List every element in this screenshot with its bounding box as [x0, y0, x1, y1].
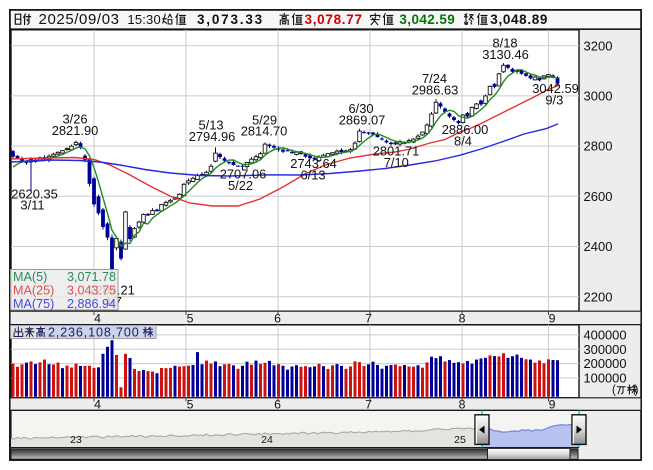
svg-text:2814.70: 2814.70 — [241, 124, 288, 139]
svg-text:23: 23 — [70, 434, 82, 446]
svg-text:3,078.77: 3,078.77 — [305, 12, 363, 27]
svg-text:MA(25): MA(25) — [13, 284, 54, 298]
svg-text:3200: 3200 — [584, 38, 613, 53]
svg-text:2707.06: 2707.06 — [220, 166, 267, 181]
svg-text:2794.96: 2794.96 — [189, 129, 236, 144]
svg-text:6: 6 — [274, 311, 281, 325]
svg-text:24: 24 — [261, 434, 273, 446]
svg-text:5: 5 — [187, 398, 194, 412]
svg-text:3130.46: 3130.46 — [482, 47, 529, 62]
svg-text:4: 4 — [94, 398, 101, 412]
svg-text:300000: 300000 — [584, 342, 627, 357]
svg-text:6/30: 6/30 — [348, 101, 373, 116]
svg-text:3042.59: 3042.59 — [532, 81, 579, 96]
svg-text:4: 4 — [94, 311, 101, 325]
svg-text:2801.71: 2801.71 — [373, 144, 420, 159]
svg-text:7: 7 — [365, 311, 372, 325]
svg-text:3,048.89: 3,048.89 — [490, 12, 548, 27]
svg-text:9: 9 — [549, 311, 556, 325]
svg-text:3,071.78: 3,071.78 — [67, 270, 116, 284]
svg-text:2600: 2600 — [584, 189, 613, 204]
svg-text:3,073.33: 3,073.33 — [197, 12, 264, 27]
svg-text:3000: 3000 — [584, 89, 613, 104]
svg-text:2986.63: 2986.63 — [412, 83, 459, 98]
svg-text:7/10: 7/10 — [384, 155, 409, 170]
svg-text:3,043.75: 3,043.75 — [67, 284, 116, 298]
svg-text:200000: 200000 — [584, 356, 627, 371]
svg-text:2025/09/03: 2025/09/03 — [39, 11, 120, 28]
svg-text:3/26: 3/26 — [62, 112, 87, 127]
svg-text:3,042.59: 3,042.59 — [399, 12, 455, 27]
svg-text:MA(5): MA(5) — [13, 270, 47, 284]
svg-text:2886.00: 2886.00 — [442, 122, 489, 137]
svg-text:6: 6 — [274, 398, 281, 412]
svg-text:2800: 2800 — [584, 139, 613, 154]
svg-text:9: 9 — [549, 398, 556, 412]
svg-text:2821.90: 2821.90 — [52, 123, 99, 138]
svg-text:8/18: 8/18 — [492, 36, 517, 51]
svg-text:100000: 100000 — [584, 371, 627, 386]
svg-text:5/13: 5/13 — [198, 118, 223, 133]
svg-text:7/24: 7/24 — [422, 71, 447, 86]
svg-text:2400: 2400 — [584, 239, 613, 254]
svg-text:(: ( — [612, 385, 616, 397]
svg-text:8: 8 — [459, 311, 466, 325]
svg-text:15:30: 15:30 — [127, 12, 161, 27]
svg-text:3/11: 3/11 — [20, 197, 44, 212]
svg-text:2,886.94: 2,886.94 — [67, 297, 116, 311]
svg-text:2869.07: 2869.07 — [339, 112, 386, 127]
svg-text:2620.35: 2620.35 — [11, 187, 58, 202]
svg-text:5: 5 — [187, 311, 194, 325]
svg-text:2,236,108,700: 2,236,108,700 — [48, 325, 140, 339]
svg-text:2743.64: 2743.64 — [290, 156, 337, 171]
svg-text:): ) — [635, 385, 639, 397]
svg-text:MA(75): MA(75) — [13, 297, 54, 311]
svg-text:2200: 2200 — [584, 289, 613, 304]
svg-text:5/29: 5/29 — [252, 112, 277, 127]
svg-text:6/13: 6/13 — [300, 167, 325, 182]
svg-text:400000: 400000 — [584, 328, 627, 343]
svg-text:5/22: 5/22 — [228, 178, 253, 193]
svg-text:25: 25 — [454, 434, 466, 446]
svg-text:8: 8 — [459, 398, 466, 412]
svg-text:8/4: 8/4 — [454, 133, 472, 148]
svg-text:7: 7 — [365, 398, 372, 412]
svg-text:9/3: 9/3 — [545, 93, 563, 108]
